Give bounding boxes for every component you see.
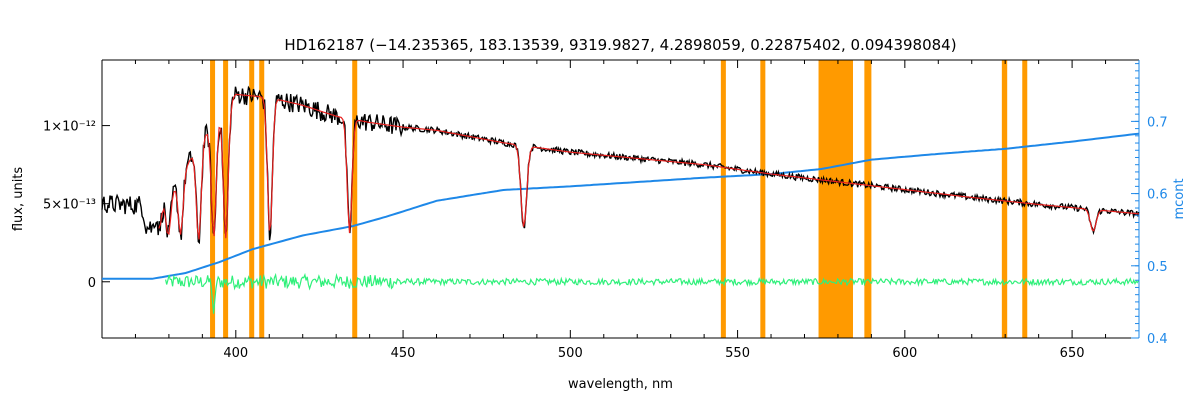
y2-tick-label: 0.6 <box>1147 188 1168 203</box>
masked-region-band <box>259 60 265 338</box>
axes-group: 400 450 500 550 600 650 0 5×10⁻¹³ 1×10⁻¹² 0.4 0.5 0… <box>43 60 1168 361</box>
continuum-line <box>102 132 1140 280</box>
masked-region-band <box>818 60 853 338</box>
y2-tick-label: 0.4 <box>1147 332 1168 347</box>
x-tick-label: 650 <box>1060 346 1085 361</box>
x-tick-label: 450 <box>391 346 416 361</box>
masked-region-band <box>352 60 358 338</box>
model-spectrum-line <box>158 93 1140 240</box>
residual-line <box>165 272 1139 314</box>
y-tick-label: 1×10⁻¹² <box>43 120 96 135</box>
masked-region-band <box>210 60 216 338</box>
masked-region-band <box>1022 60 1028 338</box>
y2-tick-label: 0.7 <box>1147 115 1168 130</box>
y2-tick-label: 0.5 <box>1147 260 1168 275</box>
series-group <box>101 85 1140 314</box>
y-axis-label: flux, units <box>11 167 26 232</box>
x-axis-label: wavelength, nm <box>568 377 673 392</box>
y-tick-label: 0 <box>88 276 96 291</box>
x-tick-label: 500 <box>558 346 583 361</box>
masked-region-band <box>760 60 766 338</box>
y2-axis-label: mcont <box>1172 178 1187 219</box>
observed-spectrum-line <box>101 85 1140 245</box>
masked-region-band <box>720 60 726 338</box>
chart-title: HD162187 (−14.235365, 183.13539, 9319.98… <box>284 36 956 54</box>
y-tick-label: 5×10⁻¹³ <box>43 198 96 213</box>
masked-region-band <box>864 60 872 338</box>
x-tick-label: 600 <box>892 346 917 361</box>
masked-region-band <box>223 60 229 338</box>
masked-region-band <box>249 60 255 338</box>
masked-regions <box>210 60 1028 338</box>
x-tick-label: 400 <box>223 346 248 361</box>
x-tick-label: 550 <box>725 346 750 361</box>
plot-frame <box>101 59 1140 339</box>
